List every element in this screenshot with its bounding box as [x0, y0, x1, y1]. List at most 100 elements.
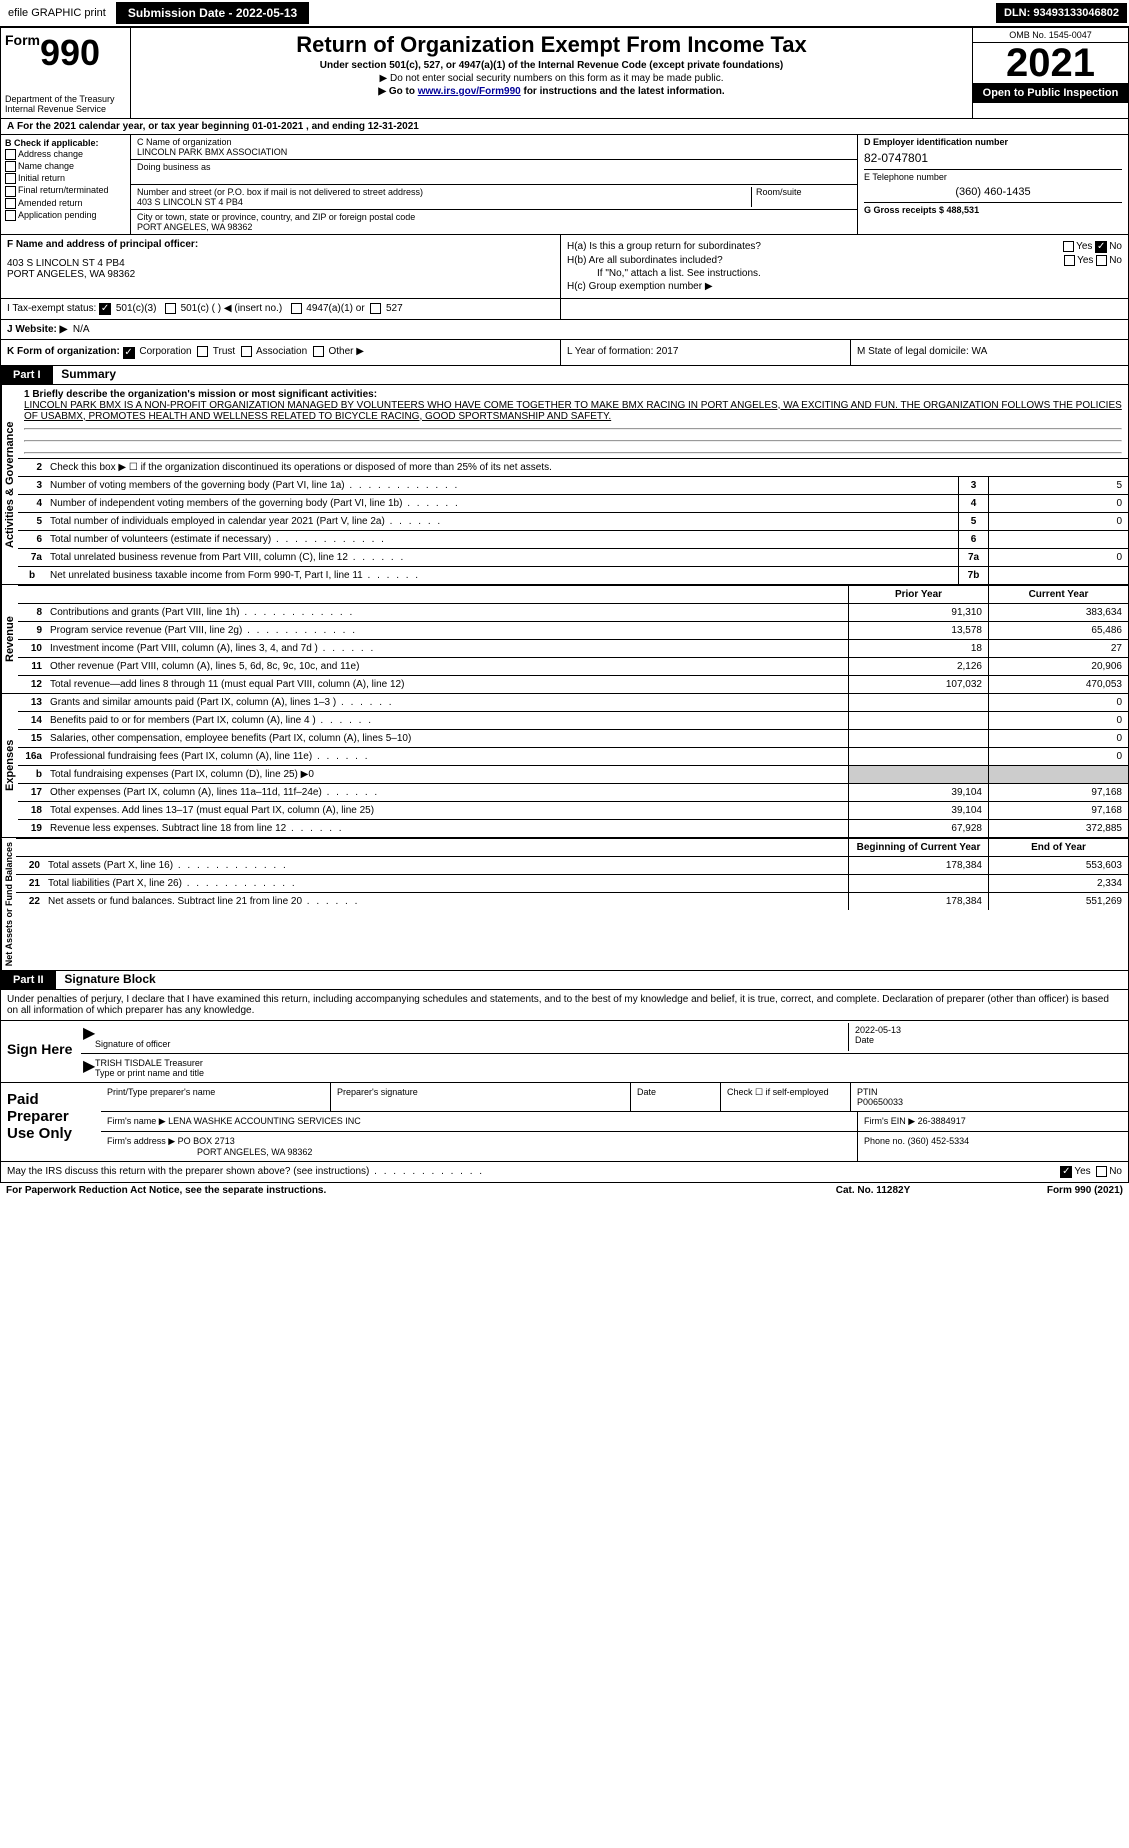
phone-label: E Telephone number — [864, 172, 1122, 182]
cat-no: Cat. No. 11282Y — [773, 1185, 973, 1196]
cb-pending: Application pending — [5, 210, 126, 221]
bottom-line: For Paperwork Reduction Act Notice, see … — [0, 1183, 1129, 1198]
row-i-wrap: I Tax-exempt status: ✓ 501(c)(3) 501(c) … — [0, 299, 1129, 320]
top-bar: efile GRAPHIC print Submission Date - 20… — [0, 0, 1129, 27]
side-label-gov: Activities & Governance — [1, 385, 18, 584]
side-label-exp: Expenses — [1, 694, 18, 837]
sign-here-label: Sign Here — [1, 1021, 81, 1082]
cb-name: Name change — [5, 161, 126, 172]
checkbox-icon[interactable] — [370, 303, 381, 314]
checkbox-icon[interactable] — [5, 161, 16, 172]
submission-date-button[interactable]: Submission Date - 2022-05-13 — [116, 2, 309, 24]
checkbox-icon[interactable] — [1096, 1166, 1107, 1177]
cb-amended: Amended return — [5, 198, 126, 209]
f-addr1: 403 S LINCOLN ST 4 PB4 — [7, 258, 554, 269]
cell-f: F Name and address of principal officer:… — [1, 235, 561, 298]
line-11: 11Other revenue (Part VIII, column (A), … — [18, 657, 1128, 675]
line-2: 2 Check this box ▶ ☐ if the organization… — [18, 458, 1128, 476]
arrow-icon: ▶ — [81, 1056, 93, 1080]
prior-year-header: Prior Year — [848, 586, 988, 603]
checkbox-icon[interactable] — [5, 149, 16, 160]
line-6: 6Total number of volunteers (estimate if… — [18, 530, 1128, 548]
line-13: 13Grants and similar amounts paid (Part … — [18, 694, 1128, 711]
firm-phone: Phone no. (360) 452-5334 — [858, 1132, 1128, 1161]
street-label: Number and street (or P.O. box if mail i… — [137, 187, 751, 197]
checkbox-icon[interactable] — [197, 346, 208, 357]
section-bcd: B Check if applicable: Address change Na… — [0, 135, 1129, 235]
goto-line: ▶ Go to www.irs.gov/Form990 for instruct… — [141, 86, 962, 97]
line-3: 3Number of voting members of the governi… — [18, 476, 1128, 494]
city-value: PORT ANGELES, WA 98362 — [137, 222, 851, 232]
line-5: 5Total number of individuals employed in… — [18, 512, 1128, 530]
net-assets-section: Net Assets or Fund Balances Beginning of… — [0, 838, 1129, 971]
firm-addr-row: Firm's address ▶ PO BOX 2713 PORT ANGELE… — [101, 1132, 858, 1161]
preparer-label: Paid Preparer Use Only — [1, 1083, 101, 1161]
checkbox-checked-icon[interactable]: ✓ — [1060, 1166, 1072, 1178]
row-klm: K Form of organization: ✓ Corporation Tr… — [0, 340, 1129, 365]
checkbox-checked-icon[interactable]: ✓ — [123, 347, 135, 359]
firm-ein: Firm's EIN ▶ 26-3884917 — [858, 1112, 1128, 1131]
checkbox-checked-icon[interactable]: ✓ — [1095, 241, 1107, 253]
line-17: 17Other expenses (Part IX, column (A), l… — [18, 783, 1128, 801]
hc-label: H(c) Group exemption number ▶ — [567, 281, 1122, 292]
sign-here-block: Sign Here ▶ Signature of officer 2022-05… — [0, 1021, 1129, 1083]
expenses-section: Expenses 13Grants and similar amounts pa… — [0, 694, 1129, 838]
cb-address: Address change — [5, 149, 126, 160]
hb-label: H(b) Are all subordinates included? — [567, 255, 1064, 266]
col-d: D Employer identification number 82-0747… — [858, 135, 1128, 234]
title-cell: Return of Organization Exempt From Incom… — [131, 28, 973, 118]
checkbox-icon[interactable] — [313, 346, 324, 357]
line-10: 10Investment income (Part VIII, column (… — [18, 639, 1128, 657]
penalty-text: Under penalties of perjury, I declare th… — [0, 990, 1129, 1021]
checkbox-icon[interactable] — [5, 210, 16, 221]
part-2-header: Part II Signature Block — [0, 971, 1129, 990]
line-8: 8Contributions and grants (Part VIII, li… — [18, 603, 1128, 621]
side-label-rev: Revenue — [1, 585, 18, 693]
checkbox-icon[interactable] — [1064, 255, 1075, 266]
col-b: B Check if applicable: Address change Na… — [1, 135, 131, 234]
form-number: 990 — [40, 32, 100, 73]
l1-label: 1 Briefly describe the organization's mi… — [24, 389, 1122, 400]
line-7b: bNet unrelated business taxable income f… — [18, 566, 1128, 584]
checkbox-icon[interactable] — [241, 346, 252, 357]
dln-label: DLN: 93493133046802 — [996, 3, 1127, 23]
tax-year: 2021 — [973, 43, 1128, 83]
sig-officer-field: Signature of officer — [93, 1023, 848, 1051]
org-name: LINCOLN PARK BMX ASSOCIATION — [137, 147, 851, 157]
arrow-icon: ▶ — [81, 1023, 93, 1051]
revenue-section: Revenue Prior Year Current Year 8Contrib… — [0, 585, 1129, 694]
city-label: City or town, state or province, country… — [137, 212, 851, 222]
subtitle-1: Under section 501(c), 527, or 4947(a)(1)… — [141, 60, 962, 71]
dba-label: Doing business as — [137, 162, 851, 172]
end-year-header: End of Year — [988, 839, 1128, 856]
checkbox-icon[interactable] — [291, 303, 302, 314]
line-19: 19Revenue less expenses. Subtract line 1… — [18, 819, 1128, 837]
cell-k: K Form of organization: ✓ Corporation Tr… — [1, 340, 561, 364]
activities-governance-section: Activities & Governance 1 Briefly descri… — [0, 385, 1129, 585]
line-16a: 16aProfessional fundraising fees (Part I… — [18, 747, 1128, 765]
period-row: A For the 2021 calendar year, or tax yea… — [0, 119, 1129, 135]
line-20: 20Total assets (Part X, line 16)178,3845… — [16, 856, 1128, 874]
ha-label: H(a) Is this a group return for subordin… — [567, 241, 1063, 253]
line-15: 15Salaries, other compensation, employee… — [18, 729, 1128, 747]
part-2-title: Signature Block — [58, 972, 155, 986]
line-4: 4Number of independent voting members of… — [18, 494, 1128, 512]
checkbox-icon[interactable] — [5, 198, 16, 209]
checkbox-icon[interactable] — [5, 173, 16, 184]
prep-date-header: Date — [631, 1083, 721, 1111]
phone-value: (360) 460-1435 — [864, 186, 1122, 198]
checkbox-icon[interactable] — [165, 303, 176, 314]
prep-check-header: Check ☐ if self-employed — [721, 1083, 851, 1111]
checkbox-icon[interactable] — [1063, 241, 1074, 252]
form-title: Return of Organization Exempt From Incom… — [141, 32, 962, 58]
room-label: Room/suite — [756, 187, 851, 197]
checkbox-icon[interactable] — [5, 186, 16, 197]
firm-name-row: Firm's name ▶ LENA WASHKE ACCOUNTING SER… — [101, 1112, 858, 1131]
row-fh: F Name and address of principal officer:… — [0, 235, 1129, 299]
line-1: 1 Briefly describe the organization's mi… — [18, 385, 1128, 458]
goto-link[interactable]: www.irs.gov/Form990 — [418, 86, 521, 97]
cell-l: L Year of formation: 2017 — [561, 340, 851, 364]
checkbox-icon[interactable] — [1096, 255, 1107, 266]
checkbox-checked-icon[interactable]: ✓ — [99, 303, 111, 315]
discuss-text: May the IRS discuss this return with the… — [7, 1166, 1060, 1178]
